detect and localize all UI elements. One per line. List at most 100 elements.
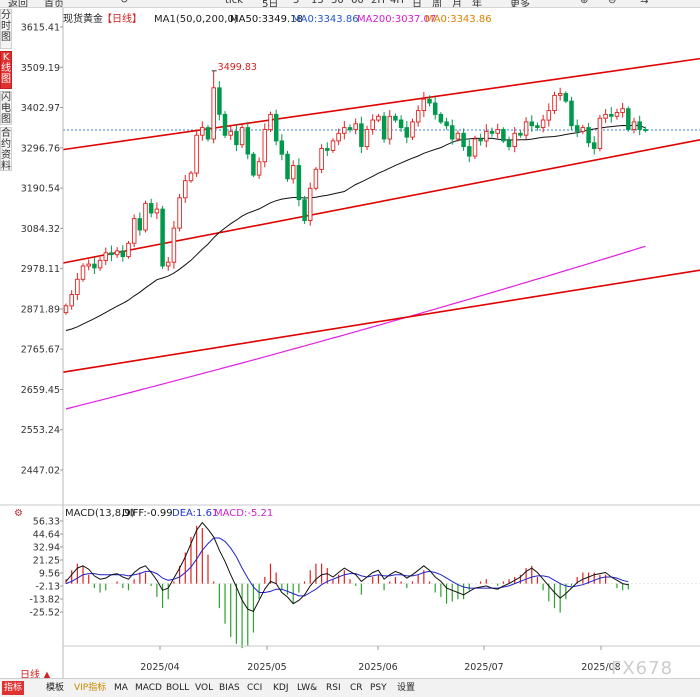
toolbar-item[interactable]: 30: [331, 0, 344, 6]
candle-body: [336, 132, 341, 142]
macd-y-tick-label: -13.82: [29, 595, 60, 606]
candle-body: [620, 108, 625, 113]
indicator-button[interactable]: 指标: [2, 681, 25, 695]
candle-body: [631, 121, 637, 130]
candle-body: [103, 252, 109, 261]
candle-body: [563, 93, 569, 102]
main-ma1: MA1(50,0,200,0): [154, 14, 238, 25]
toolbar-item[interactable]: 更多: [510, 0, 530, 8]
candle-body: [381, 115, 387, 140]
toolbar-item[interactable]: 60: [351, 0, 364, 6]
candle-body: [540, 119, 546, 129]
candle-body: [177, 197, 182, 229]
y-tick-label: 2447.02: [21, 466, 60, 477]
candle-body: [217, 87, 222, 115]
macd-macd: MACD:-5.21: [214, 508, 273, 519]
tab-timeshare[interactable]: 分时图: [0, 9, 12, 49]
candle-body: [188, 172, 194, 182]
toolbar-item[interactable]: 周: [432, 0, 442, 8]
macd-name: MACD(13,8,9): [65, 508, 135, 519]
toolbar-item[interactable]: ⇆: [640, 0, 649, 6]
macd-y-tick-label: 56.33: [33, 517, 60, 528]
candle-body: [586, 127, 591, 144]
toolbar-item[interactable]: 4H: [390, 0, 404, 6]
bottom-indicator-bar: 指标 模板 VIP指标 MA MACD BOLL VOL BIAS CCI KDJ LW& RSI CR…: [0, 678, 700, 697]
candle-body: [529, 121, 535, 127]
toolbar-item[interactable]: 月: [452, 0, 462, 8]
candle-body: [342, 127, 347, 134]
candle-body: [126, 242, 131, 258]
macd-settings-icon[interactable]: ⚙: [14, 508, 23, 519]
toolbar-item[interactable]: ↻: [120, 0, 129, 6]
y-tick-label: 2871.89: [21, 304, 60, 315]
candle-body: [307, 187, 313, 221]
macd-y-tick-label: 21.25: [33, 556, 60, 567]
candle-body: [245, 127, 251, 155]
candle-body: [603, 113, 608, 119]
candle-body: [148, 203, 154, 214]
ma50-layer: [65, 124, 646, 331]
macd-y-tick-label: 44.64: [33, 529, 60, 540]
tab-kline[interactable]: K线图: [0, 51, 12, 89]
toolbar-item[interactable]: 返回: [8, 0, 28, 8]
candle-body: [228, 130, 233, 136]
candle-body: [92, 263, 97, 269]
toolbar-item[interactable]: 2H: [371, 0, 385, 6]
candle-body: [370, 119, 375, 130]
ma50-line: [65, 124, 646, 331]
main-ma200: MA200:3037.07: [357, 14, 436, 25]
indicator-button[interactable]: PSY: [370, 683, 387, 693]
candle-body: [279, 140, 285, 155]
y-tick-label: 2765.67: [21, 345, 60, 356]
x-tick-label: 2025/06: [358, 662, 397, 673]
indicator-button[interactable]: BIAS: [219, 683, 240, 693]
y-tick-label: 2659.45: [21, 385, 60, 396]
candle-body: [296, 165, 302, 201]
candle-body: [626, 108, 631, 131]
y-tick-label: 3084.32: [21, 224, 60, 235]
tab-contract[interactable]: 合约资料: [0, 127, 12, 172]
y-tick-label: 2978.11: [21, 264, 60, 275]
indicator-button[interactable]: 模板: [46, 683, 65, 693]
indicator-button[interactable]: KDJ: [273, 683, 289, 693]
main-period: 【日线】: [102, 12, 142, 25]
candle-body: [114, 250, 120, 256]
trend-channel-line: [62, 57, 700, 151]
indicator-button[interactable]: CR: [350, 683, 363, 693]
toolbar-item[interactable]: tick: [225, 0, 243, 6]
indicator-button[interactable]: VIP指标: [74, 683, 107, 693]
indicator-button[interactable]: BOLL: [166, 683, 190, 693]
candle-body: [319, 148, 324, 170]
indicator-button[interactable]: VOL: [195, 683, 214, 693]
indicator-button[interactable]: LW&: [297, 683, 318, 693]
toolbar-item[interactable]: 5: [293, 0, 300, 6]
top-toolbar: 返回 首页 ↻ tick 5日 5 15 30 60 2H 4H 日 周 月 年 更多 ⊕ ⊖ ⇆: [0, 0, 700, 8]
indicator-button[interactable]: 设置: [397, 683, 416, 693]
candle-body: [484, 130, 489, 142]
toolbar-item[interactable]: 年: [472, 0, 482, 8]
ma200-line: [65, 245, 646, 410]
candle-body: [643, 129, 648, 131]
indicator-button[interactable]: MA: [114, 683, 128, 693]
period-indicator[interactable]: 日线 ▲: [20, 670, 51, 681]
indicator-button[interactable]: CCI: [247, 683, 263, 693]
indicator-button[interactable]: MACD: [135, 683, 162, 693]
candle-body: [63, 305, 69, 314]
candle-layer: [63, 70, 648, 315]
candle-body: [489, 130, 495, 134]
toolbar-item[interactable]: 日: [412, 0, 422, 8]
toolbar-item[interactable]: ⊕: [580, 0, 589, 6]
candle-body: [552, 94, 557, 112]
candle-body: [506, 140, 512, 148]
indicator-button[interactable]: RSI: [326, 683, 341, 693]
tab-flash[interactable]: 闪电图: [0, 91, 12, 125]
candle-body: [404, 127, 410, 138]
macd-y-tick-label: -2.13: [35, 582, 60, 593]
candle-body: [183, 180, 188, 199]
toolbar-item[interactable]: 15: [311, 0, 324, 6]
toolbar-item[interactable]: 5日: [262, 0, 279, 8]
candle-body: [131, 218, 137, 244]
toolbar-item[interactable]: ⊖: [608, 0, 617, 6]
toolbar-item[interactable]: 首页: [44, 0, 64, 8]
